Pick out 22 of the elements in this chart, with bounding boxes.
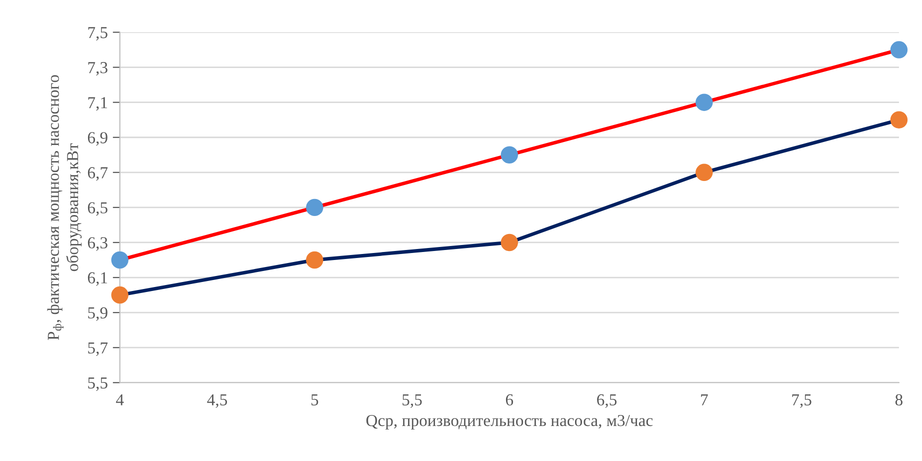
x-tick-label: 6: [506, 394, 514, 406]
x-tick-label: 6,5: [597, 394, 617, 408]
y-tick-label: 6,1: [88, 272, 108, 286]
x-tick-label: 7: [701, 394, 708, 406]
x-tick-label: 5: [311, 394, 318, 406]
y-tick-label: 6,3: [88, 237, 108, 251]
x-axis-title: Qср, производительность насоса, м3/час: [366, 414, 653, 430]
y-tick-label: 5,9: [88, 307, 108, 321]
y-tick-label: 6,5: [88, 202, 108, 216]
y-tick-label: 5,5: [88, 378, 108, 391]
y-axis-title: P$_{ф}$, фактическая мощность насосного оборудования,кВт: [47, 75, 82, 340]
y-tick-label: 7,3: [88, 62, 108, 76]
x-tick-label: 5,5: [402, 394, 422, 408]
y-tick-label: 6,9: [88, 132, 108, 146]
x-tick-label: 7,5: [792, 394, 812, 408]
y-tick-label: 7,5: [88, 27, 108, 41]
x-tick-label: 4: [116, 394, 124, 406]
x-tick-label: 4,5: [207, 394, 228, 408]
y-tick-label: 6,7: [88, 167, 108, 181]
y-tick-label: 5,7: [88, 342, 108, 356]
x-tick-label: 8: [895, 394, 902, 406]
y-tick-label: 7,1: [88, 97, 108, 111]
